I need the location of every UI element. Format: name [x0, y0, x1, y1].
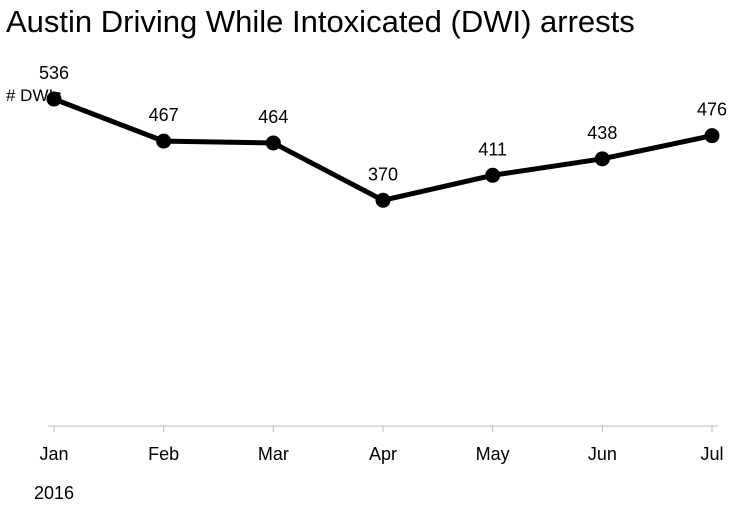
data-point [704, 128, 720, 144]
data-point [265, 135, 281, 151]
x-axis: Jan Feb Mar Apr May Jun Jul [39, 425, 724, 464]
data-point [485, 167, 501, 183]
data-label: 370 [368, 164, 398, 184]
y-axis-label: # DWIs [6, 86, 62, 105]
x-tick-label: Jul [700, 444, 723, 464]
x-tick-label: Feb [148, 444, 179, 464]
x-tick-label: Jan [39, 444, 68, 464]
x-tick-label: Mar [258, 444, 289, 464]
chart-title: Austin Driving While Intoxicated (DWI) a… [6, 4, 635, 39]
data-label: 536 [39, 63, 69, 83]
x-tick-label: May [476, 444, 510, 464]
data-label: 467 [149, 105, 179, 125]
data-label: 464 [258, 107, 288, 127]
data-point [375, 192, 391, 208]
data-label: 476 [697, 100, 727, 120]
data-label: 438 [587, 123, 617, 143]
data-point [156, 133, 172, 149]
data-point [46, 91, 62, 107]
data-labels: 536 467 464 370 411 438 476 [39, 63, 727, 184]
data-point [594, 151, 610, 167]
year-label: 2016 [34, 483, 74, 503]
data-label: 411 [478, 139, 507, 159]
series-dwi-arrests [46, 91, 720, 208]
x-tick-label: Jun [588, 444, 617, 464]
x-tick-label: Apr [369, 444, 397, 464]
